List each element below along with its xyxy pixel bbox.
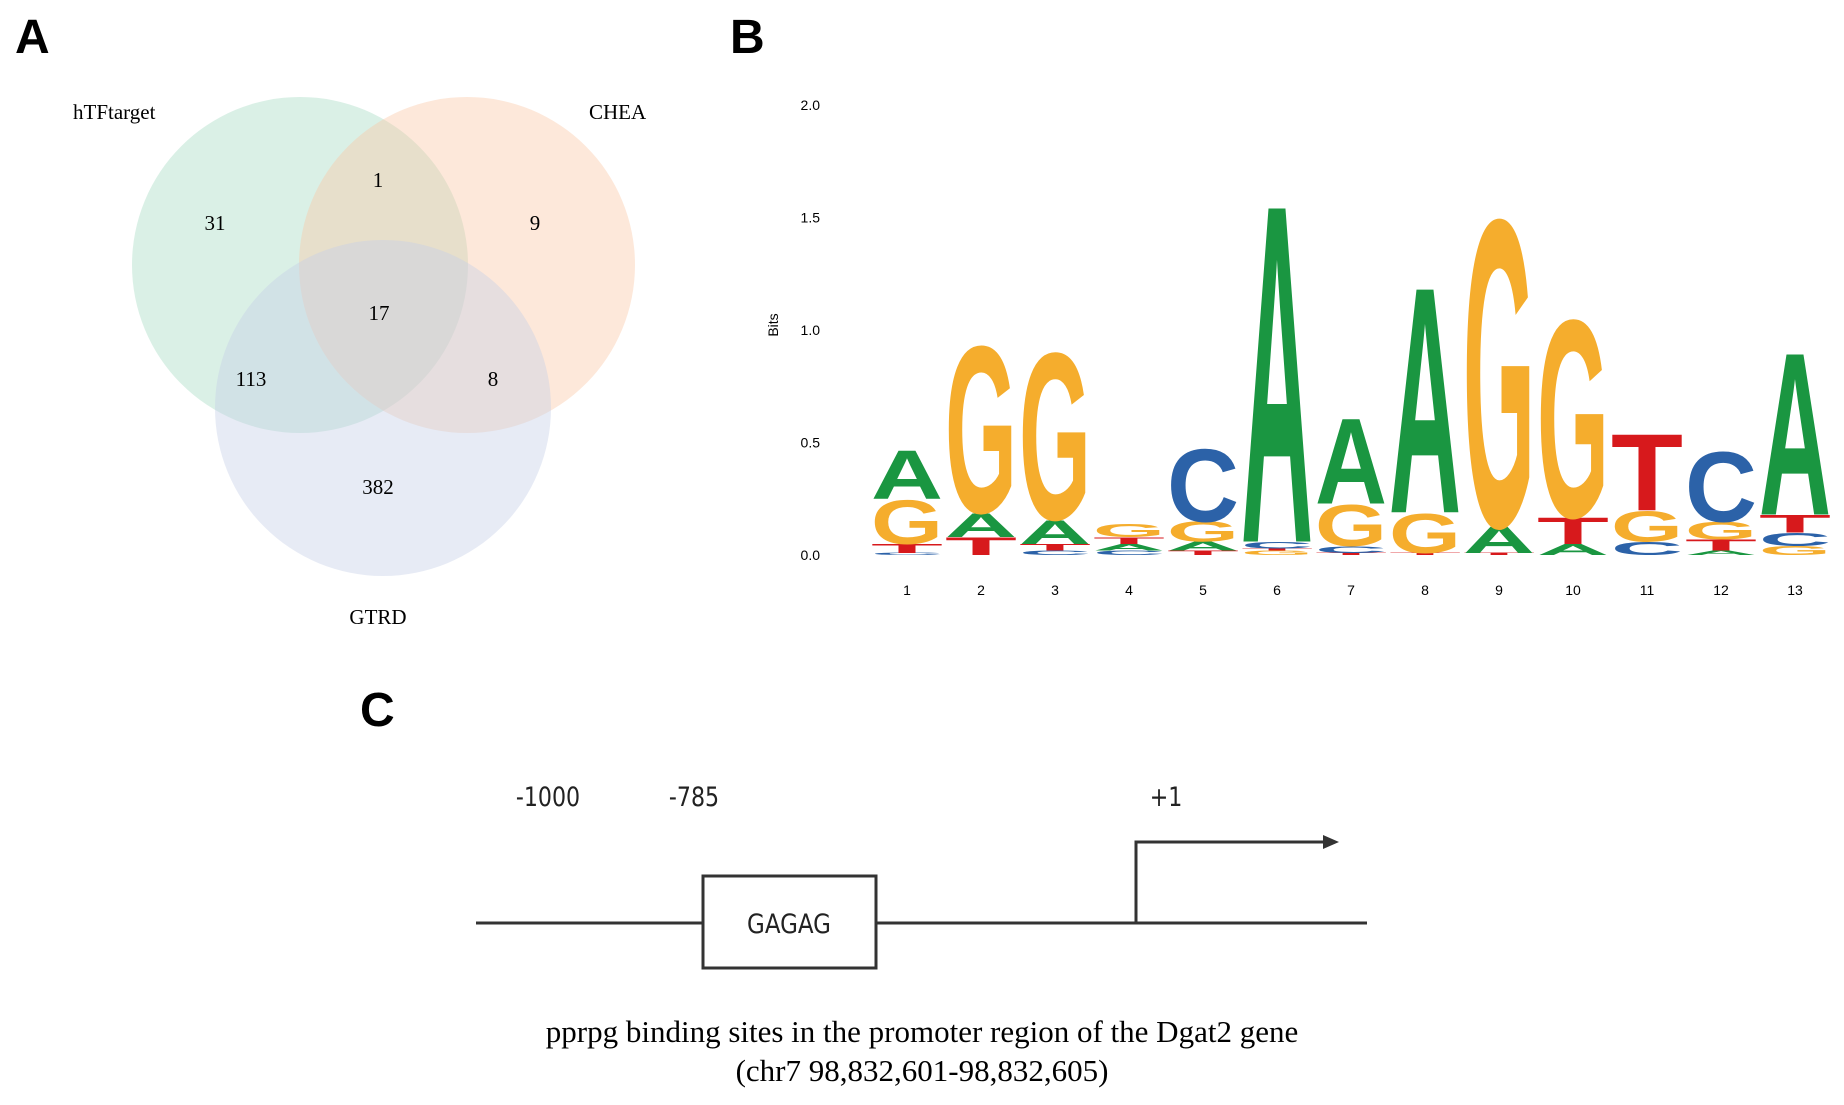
venn-diagram: hTFtarget CHEA GTRD 31 1 9 17 113 8 382 xyxy=(73,97,647,629)
venn-count-htftarget-gtrd: 113 xyxy=(236,367,267,391)
logo-letter-T: T xyxy=(871,541,943,555)
logo-letter-A: A xyxy=(1463,519,1535,561)
panel-c-letter: C xyxy=(360,684,395,737)
panel-a-letter: A xyxy=(15,11,50,64)
logo-letter-T: T xyxy=(1611,412,1683,535)
logo-letter-G: G xyxy=(1611,502,1683,551)
logo-letter-G: G xyxy=(871,487,943,558)
logo-letter-T: T xyxy=(1759,510,1831,538)
logo-letter-C: C xyxy=(1093,549,1165,556)
logo-letter-A: A xyxy=(1241,105,1313,645)
tss-arrow-head xyxy=(1323,835,1339,849)
x-tick-label: 2 xyxy=(977,582,985,598)
logo-letter-C: C xyxy=(1611,538,1683,559)
logo-letter-C: C xyxy=(1759,529,1831,550)
logo-letter-C: C xyxy=(871,552,943,556)
logo-letter-G: G xyxy=(1167,516,1239,547)
caption-line-1: pprpg binding sites in the promoter regi… xyxy=(546,1014,1298,1049)
logo-letter-A: A xyxy=(1685,549,1757,556)
logo-letter-T: T xyxy=(1167,549,1239,556)
logo-letter-G: G xyxy=(945,297,1017,563)
x-tick-label: 4 xyxy=(1125,582,1133,598)
x-tick-label: 9 xyxy=(1495,582,1503,598)
logo-letter-A: A xyxy=(1759,304,1831,564)
logo-letter-G: G xyxy=(1759,544,1831,558)
x-tick-label: 12 xyxy=(1713,582,1729,598)
x-tick-label: 1 xyxy=(903,582,911,598)
logo-letter-G: G xyxy=(1685,517,1757,545)
venn-count-htftarget-chea: 1 xyxy=(373,168,384,192)
logo-letter-G: G xyxy=(1093,520,1165,541)
y-tick-label: 0.0 xyxy=(801,547,821,563)
venn-count-htftarget-only: 31 xyxy=(205,211,226,235)
logo-letter-A: A xyxy=(1315,392,1387,529)
logo-letter-A: A xyxy=(871,437,943,514)
venn-count-gtrd-only: 382 xyxy=(362,475,394,499)
logo-letter-T: T xyxy=(1685,536,1757,554)
x-tick-label: 5 xyxy=(1199,582,1207,598)
venn-circle-gtrd xyxy=(215,240,551,576)
promoter-diagram: -1000 -785 +1 GAGAG pprpg binding sites … xyxy=(476,781,1367,1088)
logo-letter-A: A xyxy=(1389,219,1461,581)
logo-letter-G: G xyxy=(1315,492,1387,559)
logo-letter-T: T xyxy=(1463,552,1535,556)
logo-letter-A: A xyxy=(1167,539,1239,553)
venn-count-all-three: 17 xyxy=(369,301,390,325)
logo-letter-T: T xyxy=(1537,510,1609,552)
panel-b-letter: B xyxy=(730,11,765,64)
venn-circle-htftarget xyxy=(132,97,468,433)
logo-letter-G: G xyxy=(1389,503,1461,566)
position-label-start: -1000 xyxy=(516,781,580,813)
x-tick-label: 3 xyxy=(1051,582,1059,598)
logo-letter-T: T xyxy=(1241,548,1313,552)
x-tick-label: 10 xyxy=(1565,582,1581,598)
caption-line-2: (chr7 98,832,601-98,832,605) xyxy=(736,1053,1109,1088)
logo-letter-A: A xyxy=(1093,542,1165,553)
logo-letter-C: C xyxy=(1019,549,1091,556)
y-tick-label: 1.5 xyxy=(801,210,821,226)
logo-letter-T: T xyxy=(1315,552,1387,556)
logo-letter-A: A xyxy=(945,506,1017,545)
logo-letter-T: T xyxy=(1019,542,1091,553)
y-tick-label: 1.0 xyxy=(801,322,821,338)
venn-count-chea-gtrd: 8 xyxy=(488,367,499,391)
logo-letter-G: G xyxy=(1019,304,1091,570)
logo-letter-C: C xyxy=(1241,540,1313,551)
x-tick-label: 11 xyxy=(1640,582,1655,598)
position-label-site: -785 xyxy=(669,781,719,813)
y-axis-ticks: 0.0 0.5 1.0 1.5 2.0 xyxy=(801,97,821,563)
x-tick-label: 13 xyxy=(1787,582,1803,598)
tss-arrow xyxy=(1134,840,1323,923)
x-tick-label: 6 xyxy=(1273,582,1281,598)
binding-site-motif: GAGAG xyxy=(747,908,831,939)
venn-label-chea: CHEA xyxy=(589,100,647,124)
logo-letter-G: G xyxy=(1537,261,1609,577)
venn-label-gtrd: GTRD xyxy=(349,605,406,629)
logo-letter-T: T xyxy=(945,533,1017,561)
y-tick-label: 0.5 xyxy=(801,435,821,451)
logo-letter-C: C xyxy=(1315,544,1387,555)
logo-letter-G: G xyxy=(1463,129,1535,620)
logo-letter-A: A xyxy=(1019,512,1091,551)
binding-site-box xyxy=(701,874,878,970)
position-label-tss: +1 xyxy=(1150,781,1183,813)
logo-letter-T: T xyxy=(1093,535,1165,546)
y-tick-label: 2.0 xyxy=(801,97,821,113)
x-tick-label: 7 xyxy=(1347,582,1355,598)
x-tick-label: 8 xyxy=(1421,582,1429,598)
logo-letter-C: C xyxy=(1167,427,1239,543)
y-axis-label: Bits xyxy=(765,313,781,336)
logo-letter-A: A xyxy=(1537,541,1609,559)
x-axis-ticks: 1 2 3 4 5 6 7 8 9 10 11 12 13 xyxy=(903,582,1803,598)
venn-label-htftarget: hTFtarget xyxy=(73,100,156,124)
venn-count-chea-only: 9 xyxy=(530,211,541,235)
logo-letter-T: T xyxy=(1389,552,1461,556)
logo-letter-C: C xyxy=(1685,431,1757,543)
venn-circle-chea xyxy=(299,97,635,433)
logo-letter-G: G xyxy=(1241,549,1313,556)
